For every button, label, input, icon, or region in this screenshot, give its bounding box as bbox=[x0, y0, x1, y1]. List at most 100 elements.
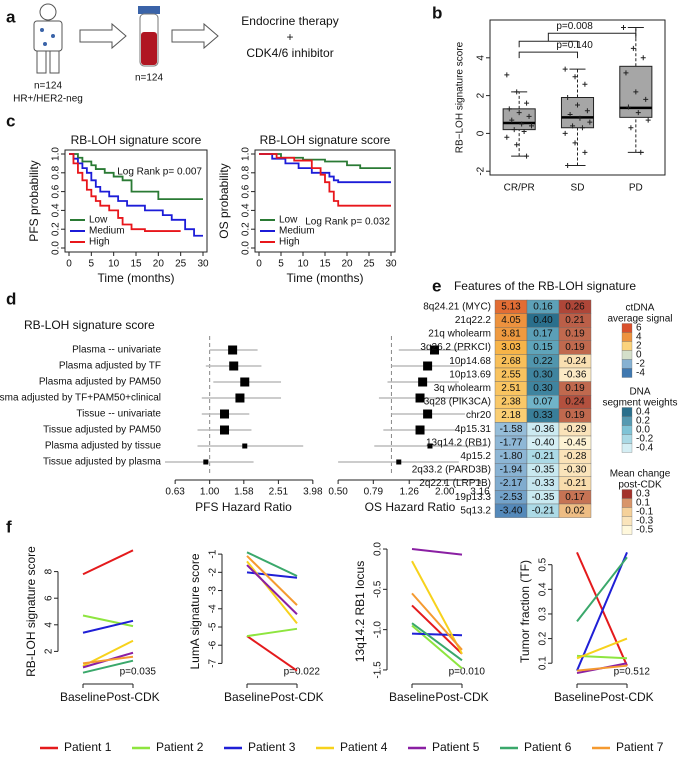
colorbar-cell bbox=[621, 425, 633, 435]
arrow bbox=[79, 22, 127, 50]
y-tick-label: 4 bbox=[476, 55, 487, 61]
cell-label: -0.45 bbox=[564, 437, 587, 448]
x-tick-label: 20 bbox=[153, 259, 165, 270]
legend-label: High bbox=[279, 237, 300, 248]
colorbar-label: -2 bbox=[636, 359, 645, 370]
colorbar-label: 0 bbox=[636, 350, 642, 361]
estimate bbox=[240, 377, 250, 387]
estimate bbox=[229, 361, 239, 371]
x-tick-label: 15 bbox=[319, 259, 331, 270]
data-point bbox=[509, 117, 515, 123]
colorbar-cell bbox=[621, 368, 633, 378]
cell-label: -0.40 bbox=[532, 437, 555, 448]
patient-line bbox=[576, 664, 628, 672]
y-tick-label: -7 bbox=[208, 659, 219, 668]
data-point bbox=[640, 55, 646, 61]
row-label: 4p15.31 bbox=[455, 424, 492, 435]
row-label: Plasma -- univariate bbox=[72, 345, 161, 356]
legend-label: Medium bbox=[279, 226, 315, 237]
y-tick-label: -4 bbox=[208, 604, 219, 613]
y-tick-label: 4 bbox=[44, 622, 55, 628]
treatment: + bbox=[286, 30, 293, 44]
patient-line bbox=[246, 555, 298, 606]
colorbar-cell bbox=[621, 359, 633, 369]
estimate bbox=[415, 393, 425, 403]
x-tick-label: 1.26 bbox=[399, 487, 419, 498]
cell-label: -0.24 bbox=[564, 356, 587, 367]
row-label: Plasma adjusted by TF+PAM50+clinical bbox=[0, 393, 161, 404]
colorbar-cell bbox=[621, 416, 633, 426]
estimate bbox=[203, 459, 209, 465]
y-tick-label: 0.4 bbox=[241, 203, 252, 217]
data-point bbox=[587, 119, 593, 125]
cell-label: -2.53 bbox=[500, 492, 523, 503]
colorbar-label: 0.3 bbox=[636, 489, 650, 500]
x-tick-label: 3.16 bbox=[470, 487, 490, 498]
cell-label: -0.35 bbox=[532, 492, 555, 503]
annotation: p=0.140 bbox=[556, 40, 593, 51]
y-tick-label: 0.6 bbox=[241, 184, 252, 198]
estimate bbox=[220, 409, 230, 419]
patient-line bbox=[82, 619, 134, 634]
y-tick-label: -0.5 bbox=[373, 580, 384, 598]
x-tick-label: Baseline bbox=[224, 690, 270, 704]
annotation: p=0.022 bbox=[284, 667, 321, 678]
x-tick-label: 30 bbox=[197, 259, 209, 270]
data-point bbox=[630, 45, 636, 51]
data-point bbox=[562, 130, 568, 136]
patient-line bbox=[82, 614, 134, 628]
colorbar-label: -0.5 bbox=[636, 525, 654, 536]
row-label: Tissue adjusted by plasma bbox=[43, 457, 161, 468]
colorbar-cell bbox=[621, 323, 633, 333]
data-point bbox=[570, 123, 576, 129]
legend-label: Patient 1 bbox=[64, 740, 112, 754]
data-point bbox=[519, 121, 525, 127]
data-point bbox=[582, 149, 588, 155]
survival-curve bbox=[69, 153, 203, 201]
data-point bbox=[572, 74, 578, 80]
blood-tube bbox=[138, 6, 160, 67]
chart-title: Features of the RB-LOH signature bbox=[454, 279, 636, 293]
data-point bbox=[504, 134, 510, 140]
patient-line bbox=[576, 654, 628, 660]
colorbar-label: 4 bbox=[636, 332, 642, 343]
annotation: Log Rank p= 0.007 bbox=[117, 167, 202, 178]
cell-label: 2.51 bbox=[501, 383, 521, 394]
plot-frame bbox=[489, 19, 666, 176]
colorbar-cell bbox=[621, 516, 633, 526]
x-tick-label: 3.98 bbox=[303, 487, 323, 498]
survival-curve bbox=[259, 153, 391, 169]
annotation: p=0.010 bbox=[449, 667, 486, 678]
colorbar-cell bbox=[621, 443, 633, 453]
data-point bbox=[582, 81, 588, 87]
data-point bbox=[524, 100, 530, 106]
treatment: Endocrine therapy bbox=[241, 14, 338, 28]
patient-line bbox=[82, 549, 134, 576]
row-label: Plasma adjusted by tissue bbox=[45, 441, 162, 452]
subtype: HR+/HER2-neg bbox=[13, 94, 83, 105]
panel-label: f bbox=[6, 517, 12, 536]
patient-line bbox=[82, 655, 134, 665]
cell-label: -0.36 bbox=[532, 424, 555, 435]
plot-frame bbox=[64, 149, 208, 253]
colorbar-cell bbox=[621, 350, 633, 360]
data-point bbox=[643, 96, 649, 102]
data-point bbox=[514, 142, 520, 148]
box bbox=[502, 108, 536, 131]
data-point bbox=[516, 110, 522, 116]
colorbar-cell bbox=[621, 341, 633, 351]
x-tick-label: 2.00 bbox=[435, 487, 455, 498]
row-label: 13q14.2 (RB1) bbox=[426, 437, 491, 448]
legend-title: ctDNA bbox=[626, 303, 655, 314]
y-tick-label: -5 bbox=[208, 622, 219, 631]
panel-label: c bbox=[6, 111, 15, 130]
legend-label: Patient 7 bbox=[616, 740, 664, 754]
x-tick-label: 0.79 bbox=[364, 487, 384, 498]
legend-label: Patient 6 bbox=[524, 740, 572, 754]
y-tick-label: 0.2 bbox=[538, 631, 549, 645]
panel-label: b bbox=[432, 3, 442, 22]
x-tick-label: SD bbox=[571, 183, 585, 194]
colorbar-label: -0.2 bbox=[636, 434, 654, 445]
row-label: 2q22.1 (LRP1B) bbox=[419, 478, 491, 489]
patient-line bbox=[576, 556, 628, 622]
